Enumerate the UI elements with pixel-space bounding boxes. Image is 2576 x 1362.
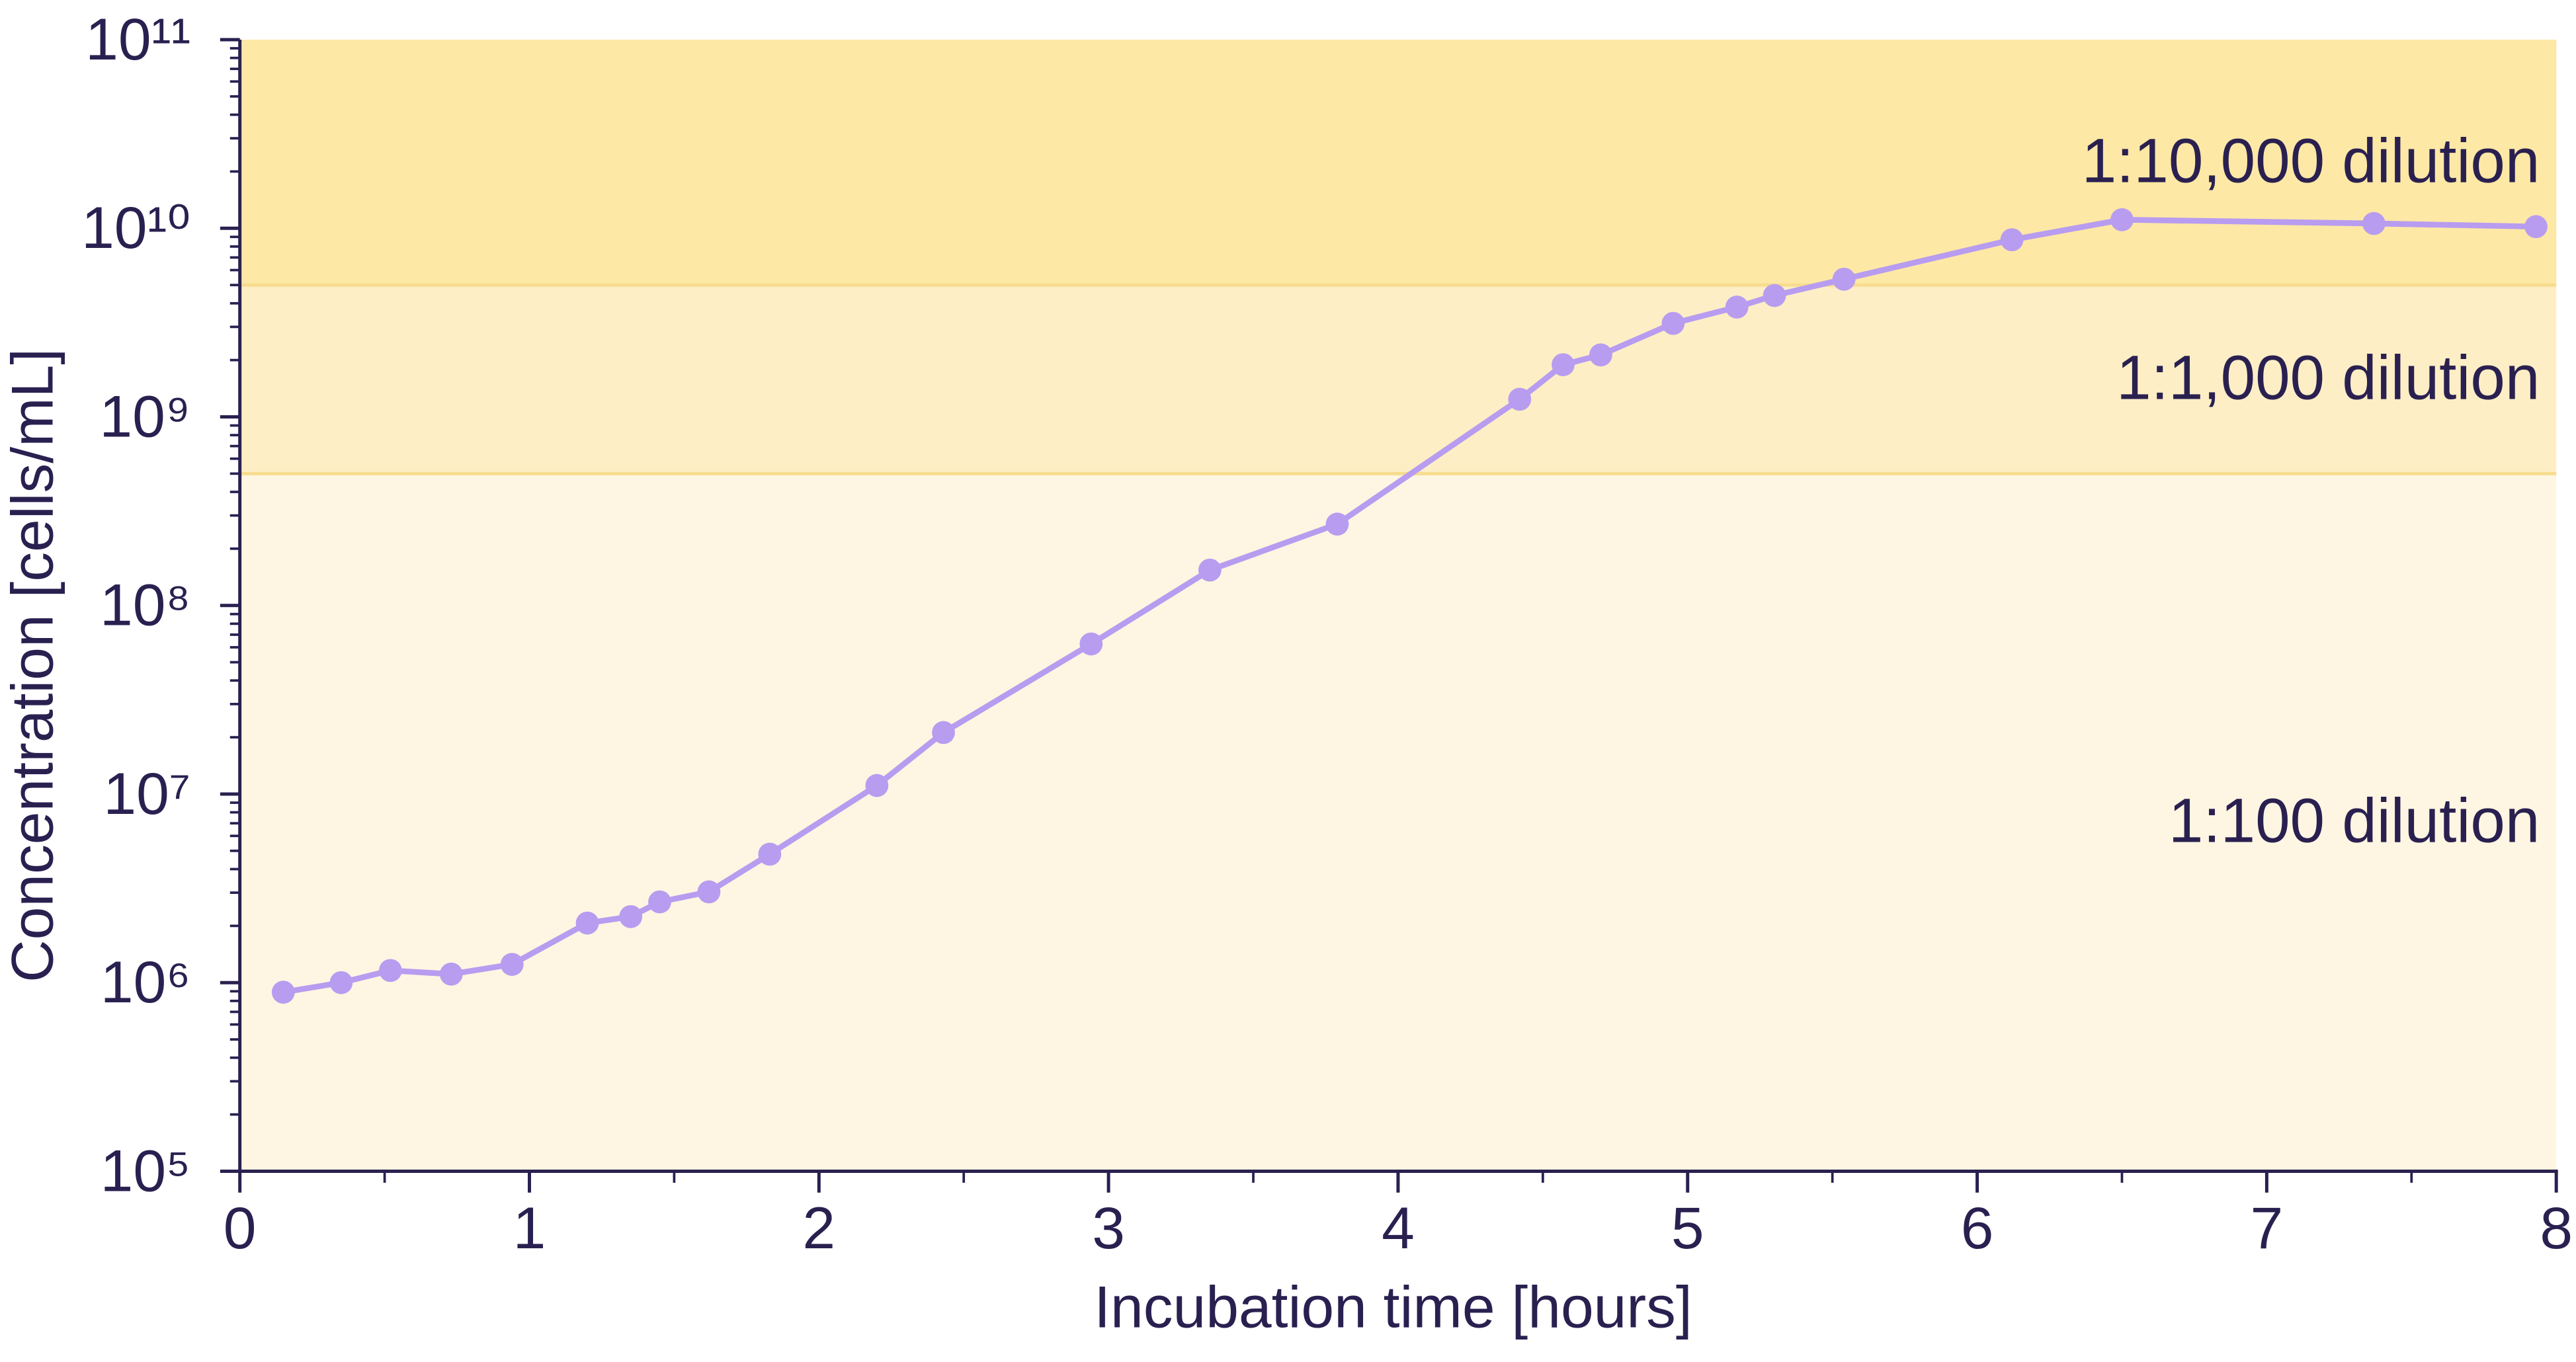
- data-point: [500, 953, 524, 976]
- data-point: [1198, 558, 1222, 582]
- data-point: [1552, 353, 1575, 377]
- data-point: [271, 981, 295, 1004]
- data-point: [329, 971, 353, 994]
- data-point: [2000, 228, 2024, 252]
- x-tick-label: 8: [2540, 1195, 2573, 1261]
- y-tick-label: 10¹¹: [85, 6, 190, 72]
- x-tick-label: 1: [513, 1195, 546, 1261]
- data-point: [2110, 208, 2134, 231]
- data-point: [932, 721, 955, 744]
- data-point: [619, 904, 643, 928]
- data-point: [2362, 212, 2386, 235]
- bands: 1:100 dilution 1:1,000 dilution 1:10,000 d…: [239, 39, 2557, 1172]
- data-point: [439, 962, 463, 986]
- data-point: [865, 774, 889, 797]
- y-tick-label: 10⁷: [103, 760, 190, 826]
- data-point: [1832, 267, 1856, 291]
- dilution-band: [239, 39, 2557, 286]
- dilution-band: [239, 285, 2557, 474]
- data-point: [378, 959, 402, 982]
- x-tick-label: 3: [1092, 1195, 1125, 1261]
- data-point: [648, 890, 671, 914]
- y-tick-label: 10⁹: [99, 383, 190, 449]
- dilution-band: [239, 473, 2557, 1172]
- y-tick-label: 10⁵: [101, 1137, 191, 1203]
- x-tick-label: 5: [1671, 1195, 1704, 1261]
- x-tick-label: 2: [802, 1195, 835, 1261]
- y-tick-label: 10⁸: [100, 572, 190, 638]
- data-point: [1508, 387, 1532, 411]
- data-point: [1325, 512, 1349, 536]
- data-point: [1661, 311, 1685, 335]
- plot: [271, 208, 2548, 1004]
- series-line: [282, 216, 2536, 995]
- x-axis-title: Incubation time [hours]: [1094, 1273, 1692, 1340]
- x-tick-label: 0: [224, 1195, 257, 1261]
- y-tick-label: 10¹⁰: [81, 194, 190, 260]
- band-label: 1:1,000 dilution: [2116, 344, 2540, 413]
- data-point: [1763, 284, 1786, 307]
- x-tick-label: 4: [1382, 1195, 1415, 1261]
- y-tick-label: 10⁶: [101, 949, 190, 1015]
- data-point: [1589, 343, 1612, 367]
- data-point: [575, 911, 599, 935]
- axes: 10⁵ 10⁶ 10⁷ 10⁸ 10⁹ 10¹⁰ 10¹¹ 0 1 2 3 4 5 6 7 8: [81, 6, 2573, 1261]
- data-point: [758, 842, 782, 866]
- x-tick-label: 7: [2251, 1195, 2284, 1261]
- data-point: [1725, 296, 1749, 319]
- data-point: [697, 880, 721, 904]
- band-label: 1:100 dilution: [2169, 787, 2540, 856]
- data-point: [1079, 632, 1103, 656]
- y-axis-title: Concentration [cells/mL]: [0, 348, 65, 982]
- x-tick-label: 6: [1961, 1195, 1994, 1261]
- data-point: [2524, 215, 2548, 239]
- band-label: 1:10,000 dilution: [2082, 126, 2540, 196]
